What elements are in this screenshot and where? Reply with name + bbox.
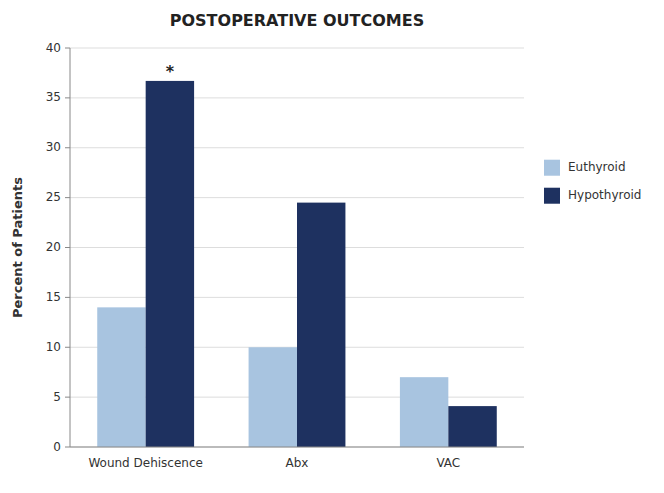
x-tick-label: Abx <box>286 456 309 470</box>
y-axis <box>70 48 71 447</box>
y-tick-label: 20 <box>46 240 61 254</box>
x-tick-label: Wound Dehiscence <box>88 456 203 470</box>
y-tick-label: 30 <box>46 140 61 154</box>
legend-label: Hypothyroid <box>568 188 641 202</box>
legend: Euthyroid Hypothyroid <box>544 160 641 204</box>
grid-line <box>70 48 524 49</box>
y-tick <box>65 447 70 448</box>
y-tick <box>65 197 70 198</box>
y-tick <box>65 147 70 148</box>
title: POSTOPERATIVE OUTCOMES <box>170 11 424 30</box>
legend-swatch <box>544 188 560 204</box>
y-axis-label: Percent of Patients <box>10 177 25 318</box>
bar <box>400 377 448 447</box>
y-tick <box>65 97 70 98</box>
y-tick-label: 10 <box>46 340 61 354</box>
annotation: * <box>166 62 175 81</box>
grid-line <box>70 147 524 148</box>
y-tick <box>65 347 70 348</box>
bar <box>97 307 145 447</box>
grid-line <box>70 197 524 198</box>
y-tick-label: 40 <box>46 41 61 55</box>
y-tick-label: 35 <box>46 90 61 104</box>
bar <box>297 203 345 447</box>
y-tick-label: 5 <box>53 390 61 404</box>
grid <box>70 48 524 447</box>
bar <box>249 347 297 447</box>
bar <box>448 406 496 447</box>
y-tick <box>65 397 70 398</box>
y-tick-label: 25 <box>46 190 61 204</box>
bars <box>97 81 497 447</box>
y-tick <box>65 247 70 248</box>
legend-swatch <box>544 160 560 176</box>
y-tick-label: 0 <box>53 440 61 454</box>
legend-label: Euthyroid <box>568 160 626 174</box>
y-tick <box>65 297 70 298</box>
grid-line <box>70 97 524 98</box>
grid-line <box>70 447 524 448</box>
x-tick-label: VAC <box>436 456 460 470</box>
y-tick <box>65 48 70 49</box>
chart: 0 5 10 15 20 25 30 35 40 Wound Dehiscence Abx VAC PO… <box>0 0 664 493</box>
chart-container: 0 5 10 15 20 25 30 35 40 Wound Dehiscence Abx VAC PO… <box>0 0 664 493</box>
y-tick-label: 15 <box>46 290 61 304</box>
x-axis <box>70 447 524 448</box>
bar <box>146 81 194 447</box>
